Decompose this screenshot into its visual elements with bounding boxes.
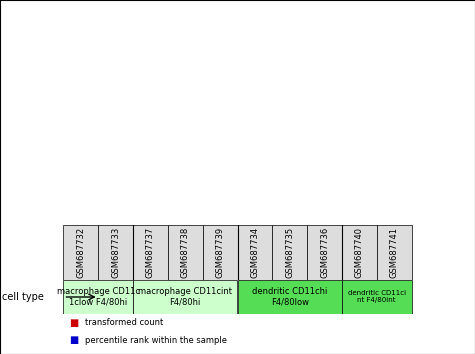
Title: GDS4369 / 10438753: GDS4369 / 10438753 xyxy=(170,19,305,32)
Bar xyxy=(317,148,332,225)
Bar xyxy=(307,225,342,280)
Text: GSM687732: GSM687732 xyxy=(76,227,86,278)
Bar xyxy=(64,225,98,280)
Point xyxy=(390,52,398,58)
Bar xyxy=(133,225,168,280)
Bar xyxy=(377,225,411,280)
Point xyxy=(181,33,189,39)
Bar xyxy=(342,225,377,280)
Bar xyxy=(73,80,89,225)
Bar xyxy=(247,189,263,225)
Text: GSM687738: GSM687738 xyxy=(181,227,190,278)
Point xyxy=(321,48,328,54)
Text: transformed count: transformed count xyxy=(85,318,163,327)
Point xyxy=(147,48,154,54)
Point xyxy=(112,37,120,42)
Text: GSM687735: GSM687735 xyxy=(285,227,294,278)
Text: GSM687740: GSM687740 xyxy=(355,227,364,278)
Text: percentile rank within the sample: percentile rank within the sample xyxy=(85,336,227,345)
Bar xyxy=(386,133,402,225)
Text: GSM687737: GSM687737 xyxy=(146,227,155,278)
Text: macrophage CD11cint
F4/80hi: macrophage CD11cint F4/80hi xyxy=(138,287,232,307)
Bar xyxy=(133,280,238,314)
Bar xyxy=(282,177,297,225)
Bar xyxy=(238,280,342,314)
Bar xyxy=(352,189,367,225)
Bar xyxy=(108,107,124,225)
Point xyxy=(251,75,259,81)
Text: macrophage CD11c
1clow F4/80hi: macrophage CD11c 1clow F4/80hi xyxy=(57,287,140,307)
Point xyxy=(355,75,363,81)
Bar xyxy=(342,280,411,314)
Text: GSM687736: GSM687736 xyxy=(320,227,329,278)
Bar xyxy=(98,225,133,280)
Text: GSM687739: GSM687739 xyxy=(216,227,225,278)
Text: GSM687733: GSM687733 xyxy=(111,227,120,278)
Bar xyxy=(212,80,228,225)
Text: GSM687734: GSM687734 xyxy=(250,227,259,278)
Point xyxy=(216,33,224,39)
Bar xyxy=(178,80,193,225)
Bar xyxy=(168,225,203,280)
Bar xyxy=(203,225,238,280)
Bar xyxy=(142,148,158,225)
Text: ■: ■ xyxy=(69,336,78,346)
Point xyxy=(77,33,85,39)
Text: GSM687741: GSM687741 xyxy=(390,227,399,278)
Text: dendritic CD11ci
nt F4/80int: dendritic CD11ci nt F4/80int xyxy=(348,291,406,303)
Point xyxy=(286,68,294,73)
Bar xyxy=(64,280,133,314)
Bar xyxy=(238,225,272,280)
Text: ■: ■ xyxy=(69,318,78,327)
Text: dendritic CD11chi
F4/80low: dendritic CD11chi F4/80low xyxy=(252,287,327,307)
Text: cell type: cell type xyxy=(2,292,44,302)
Bar xyxy=(272,225,307,280)
